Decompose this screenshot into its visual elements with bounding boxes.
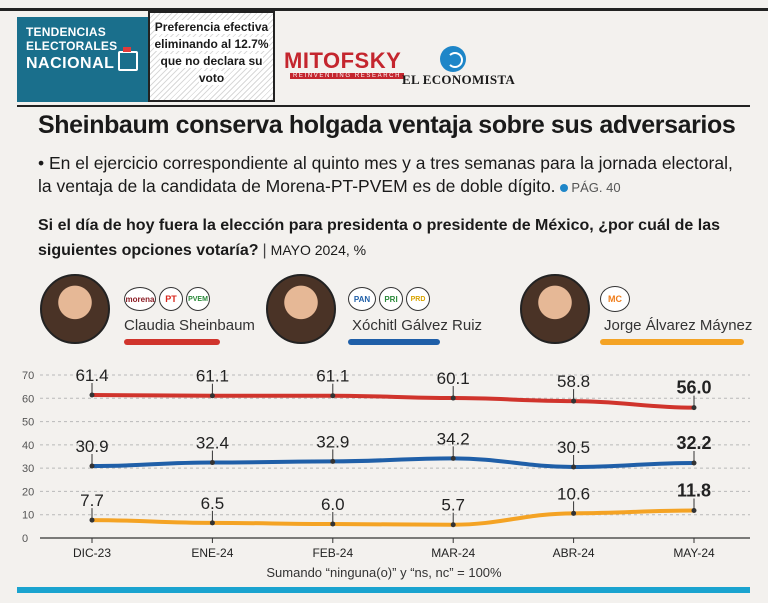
data-label: 10.6 — [557, 484, 590, 503]
data-label: 7.7 — [80, 491, 104, 510]
y-tick-label: 60 — [22, 393, 34, 405]
question-meta: MAYO 2024, % — [270, 242, 367, 258]
el-economista-icon — [440, 46, 466, 72]
x-tick-label: MAY-24 — [673, 546, 715, 560]
header-divider — [17, 105, 750, 107]
headline: Sheinbaum conserva holgada ventaja sobre… — [38, 111, 736, 139]
x-tick-label: FEB-24 — [312, 546, 353, 560]
data-label: 61.4 — [75, 366, 108, 385]
x-tick-label: MAR-24 — [431, 546, 475, 560]
x-tick-label: ENE-24 — [191, 546, 233, 560]
lede: • En el ejercicio correspondiente al qui… — [38, 152, 748, 199]
section-badge: TENDENCIAS ELECTORALES NACIONAL — [17, 17, 148, 102]
data-label: 34.2 — [437, 429, 470, 448]
data-label: 32.9 — [316, 432, 349, 451]
data-label: 61.1 — [196, 367, 229, 386]
data-label: 58.8 — [557, 372, 590, 391]
party-logo-prd: PRD — [406, 287, 430, 311]
series-line — [90, 508, 696, 527]
y-tick-label: 40 — [22, 440, 34, 452]
y-tick-label: 70 — [22, 370, 34, 382]
lede-text: • En el ejercicio correspondiente al qui… — [38, 153, 733, 196]
legend-line-galvez — [348, 339, 440, 345]
candidate-name-galvez: Xóchitl Gálvez Ruiz — [352, 317, 483, 334]
y-tick-label: 10 — [22, 510, 34, 522]
chart-footnote: Sumando “ninguna(o)” y “ns, nc” = 100% — [266, 565, 502, 580]
x-tick-label: DIC-23 — [73, 546, 111, 560]
question-text: Si el día de hoy fuera la elección para … — [38, 217, 720, 259]
series-line — [90, 456, 696, 469]
party-logo-pan: PAN — [348, 287, 376, 311]
top-rule — [0, 8, 768, 11]
data-label: 32.4 — [196, 434, 229, 453]
data-label: 60.1 — [437, 369, 470, 388]
x-tick-label: ABR-24 — [553, 546, 595, 560]
data-label: 32.2 — [676, 433, 711, 453]
series-line — [90, 393, 696, 410]
data-label: 5.7 — [441, 496, 465, 515]
data-label: 61.1 — [316, 367, 349, 386]
data-label: 30.5 — [557, 438, 590, 457]
candidate-photo-galvez — [266, 274, 336, 344]
badge-line-1: TENDENCIAS — [26, 25, 107, 39]
ballot-box-icon — [118, 47, 138, 71]
data-label: 56.0 — [676, 378, 711, 398]
legend-line-alvarez — [600, 339, 744, 345]
data-label: 6.0 — [321, 495, 345, 514]
data-label: 11.8 — [677, 481, 711, 501]
legend-line-sheinbaum — [124, 339, 220, 345]
party-logo-mc: MC — [600, 286, 630, 312]
badge-line-3: NACIONAL — [26, 55, 115, 72]
data-label: 6.5 — [201, 494, 225, 513]
page-ref-text: PÁG. 40 — [571, 180, 621, 195]
party-logo-pri: PRI — [379, 287, 403, 311]
badge-line-2: ELECTORALES — [26, 39, 118, 53]
methodology-note: Preferencia efectiva eliminando al 12.7%… — [148, 11, 275, 102]
page-reference[interactable]: PÁG. 40 — [560, 180, 621, 195]
bottom-bar — [17, 587, 750, 593]
candidate-name-alvarez: Jorge Álvarez Máynez — [604, 317, 753, 334]
y-tick-label: 30 — [22, 463, 34, 475]
y-tick-label: 0 — [22, 533, 28, 545]
y-tick-label: 20 — [22, 486, 34, 498]
bullet-dot-icon — [560, 184, 569, 192]
candidate-name-sheinbaum: Claudia Sheinbaum — [124, 317, 255, 334]
data-label: 30.9 — [75, 437, 108, 456]
candidate-photo-sheinbaum — [40, 274, 110, 344]
candidate-photo-alvarez — [520, 274, 590, 344]
party-logo-pvem: PVEM — [186, 287, 210, 311]
party-logo-morena: morena — [124, 287, 156, 311]
poll-question: Si el día de hoy fuera la elección para … — [38, 214, 750, 263]
party-logo-pt: PT — [159, 287, 183, 311]
question-separator: | — [262, 242, 267, 259]
mitofsky-logo: MITOFSKY — [284, 48, 402, 73]
el-economista-logo: EL ECONOMISTA — [402, 72, 516, 87]
y-tick-label: 50 — [22, 417, 34, 429]
mitofsky-tagline: REINVENTING RESEARCH — [290, 73, 405, 79]
